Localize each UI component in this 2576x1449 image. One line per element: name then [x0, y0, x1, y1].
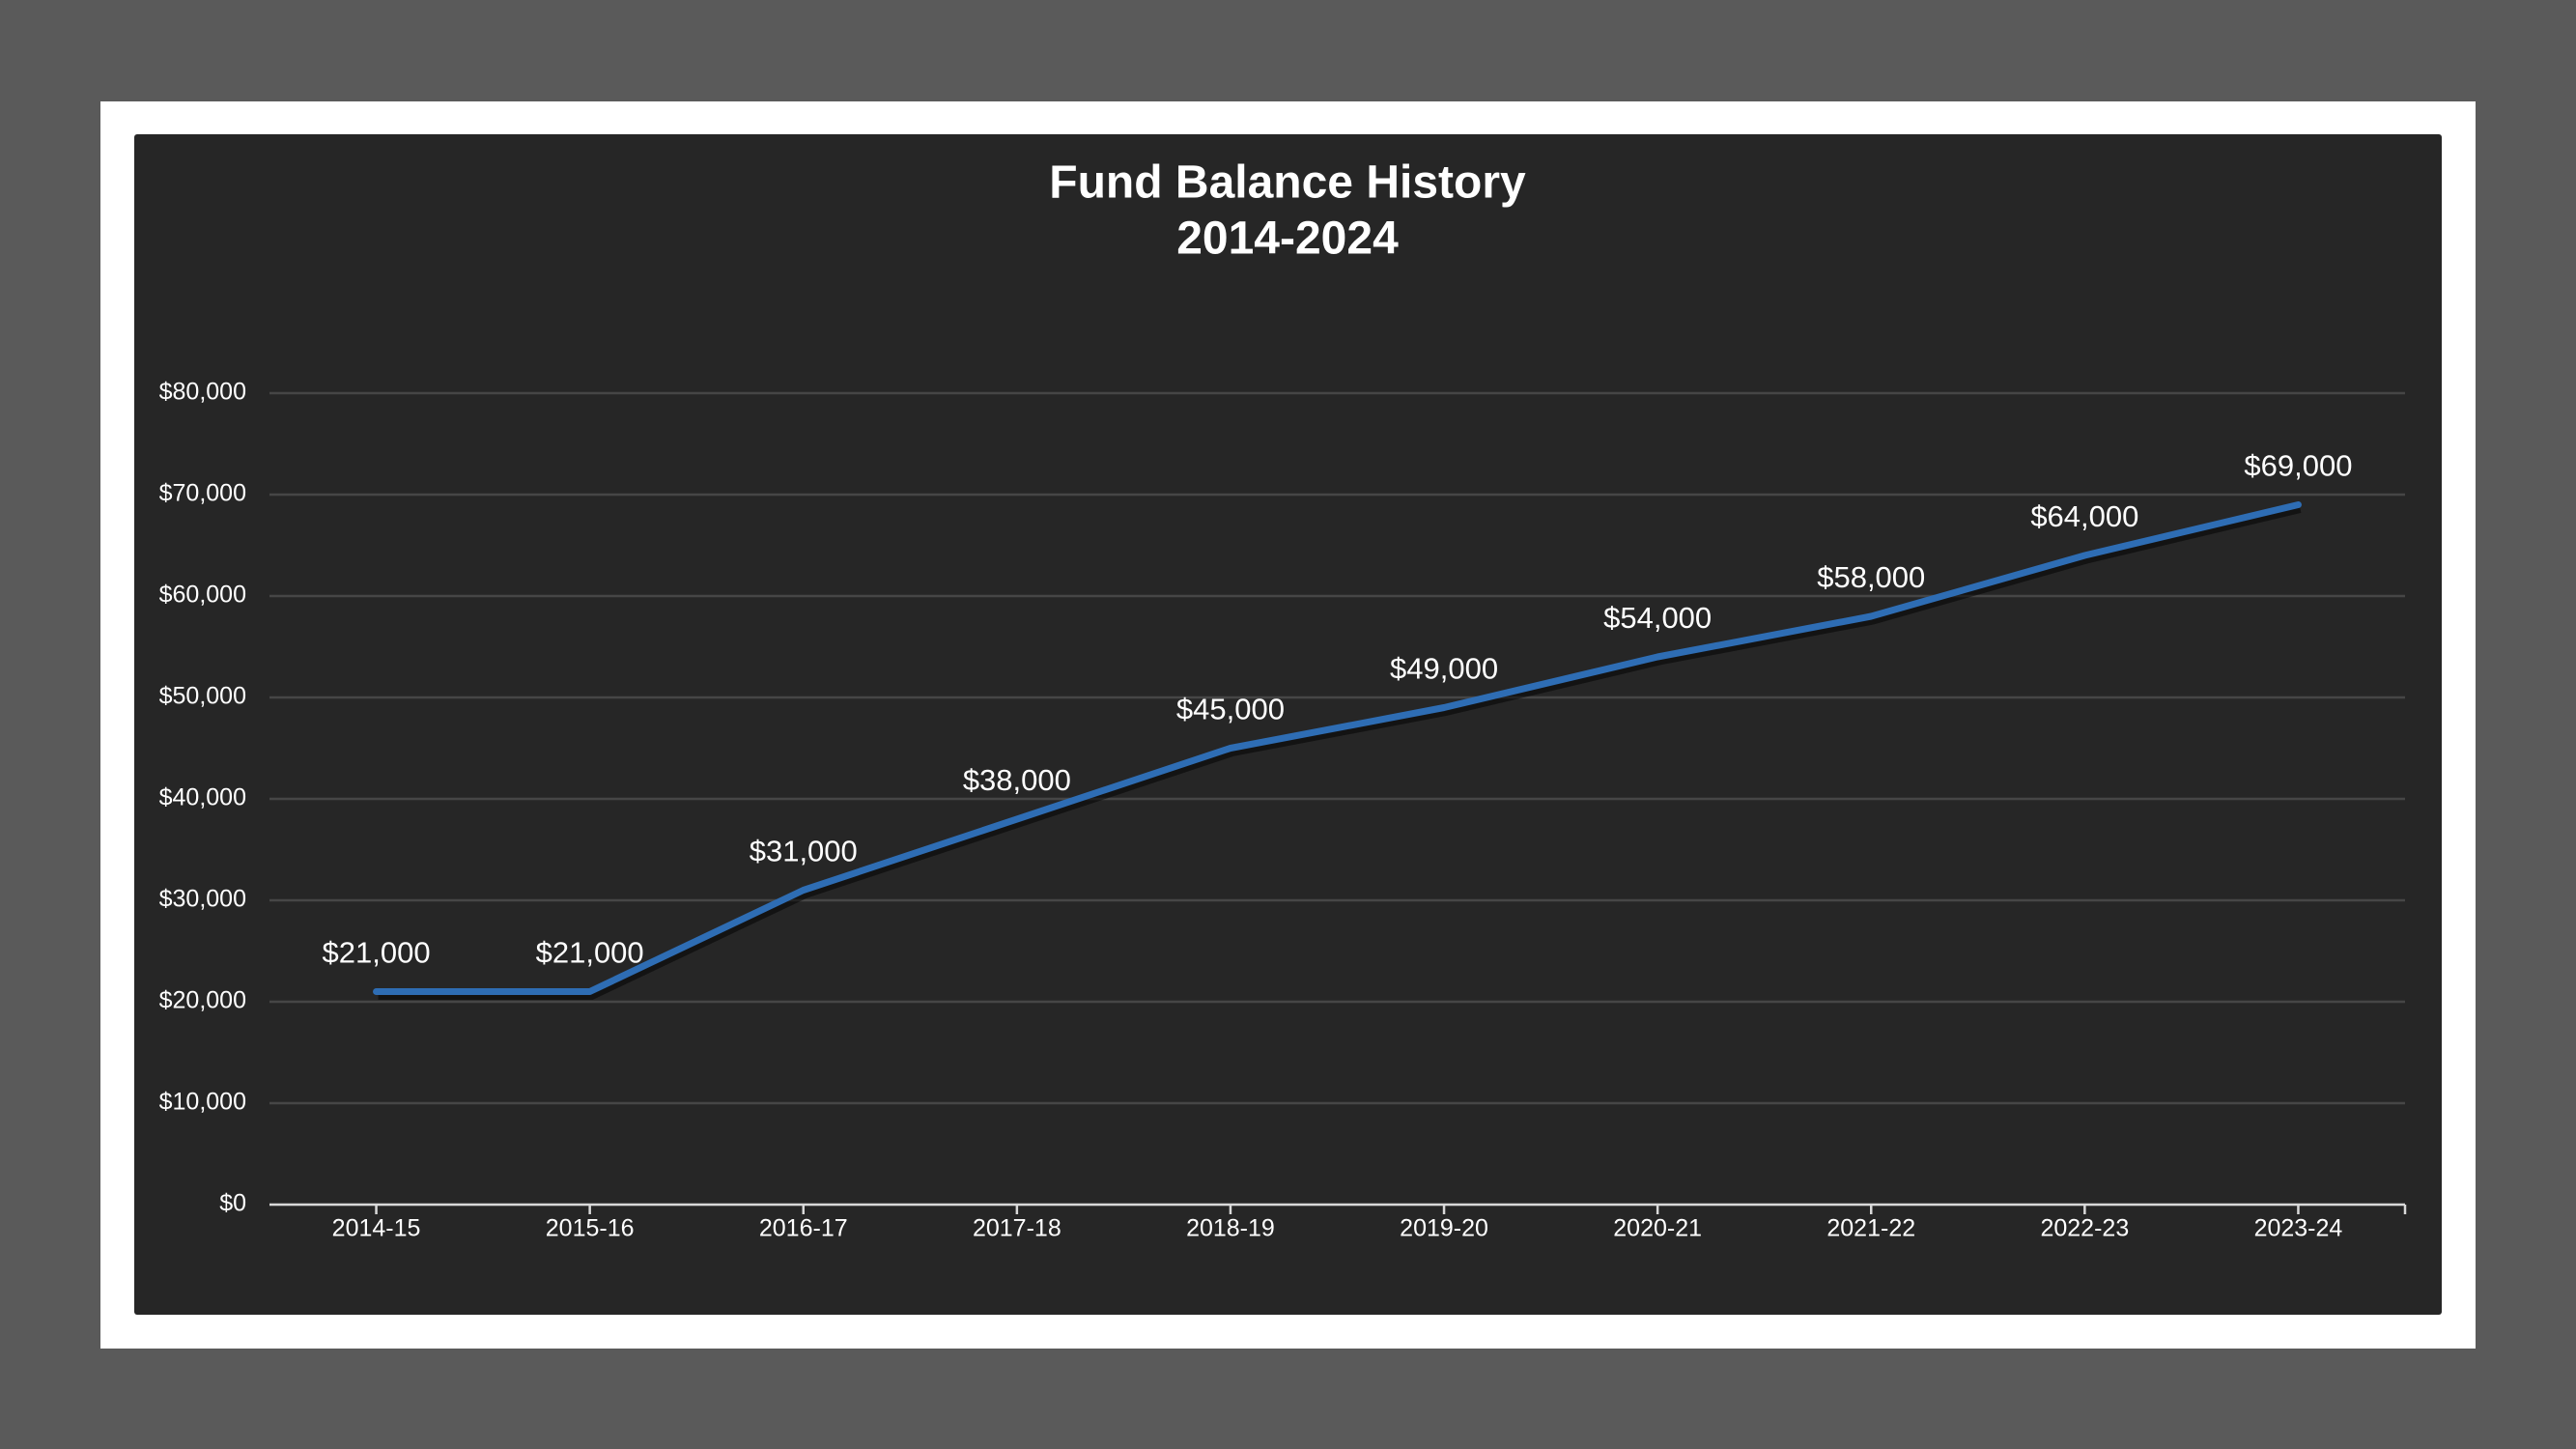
data-label: $58,000	[1817, 560, 1925, 594]
y-tick-label: $10,000	[159, 1089, 246, 1116]
y-tick-label: $70,000	[159, 480, 246, 507]
x-tick-label: 2016-17	[759, 1215, 848, 1242]
data-label: $21,000	[323, 936, 431, 970]
x-tick-label: 2023-24	[2254, 1215, 2343, 1242]
x-tick-label: 2015-16	[546, 1215, 635, 1242]
data-label: $21,000	[536, 936, 644, 970]
x-tick-label: 2019-20	[1400, 1215, 1488, 1242]
data-label: $45,000	[1176, 693, 1285, 726]
x-tick-label: 2014-15	[332, 1215, 421, 1242]
chart-title: Fund Balance History	[1049, 157, 1526, 209]
x-tick-label: 2022-23	[2040, 1215, 2129, 1242]
chart-subtitle: 2014-2024	[1176, 213, 1399, 265]
y-tick-label: $0	[219, 1190, 246, 1217]
chart-area	[134, 134, 2442, 1315]
line-shadow	[378, 504, 2302, 1000]
y-tick-label: $40,000	[159, 784, 246, 811]
data-label: $49,000	[1390, 652, 1498, 686]
y-tick-label: $80,000	[159, 379, 246, 406]
x-tick-label: 2017-18	[973, 1215, 1062, 1242]
data-label: $38,000	[963, 763, 1071, 797]
data-label: $54,000	[1603, 601, 1712, 635]
x-tick-label: 2018-19	[1186, 1215, 1275, 1242]
y-tick-label: $20,000	[159, 987, 246, 1014]
x-tick-label: 2021-22	[1826, 1215, 1915, 1242]
y-tick-label: $50,000	[159, 683, 246, 710]
x-tick-label: 2020-21	[1613, 1215, 1702, 1242]
series-line	[373, 501, 2302, 995]
y-tick-label: $60,000	[159, 582, 246, 609]
data-label: $31,000	[750, 835, 858, 868]
data-label: $69,000	[2244, 449, 2352, 483]
data-label: $64,000	[2030, 499, 2138, 533]
y-tick-label: $30,000	[159, 886, 246, 913]
